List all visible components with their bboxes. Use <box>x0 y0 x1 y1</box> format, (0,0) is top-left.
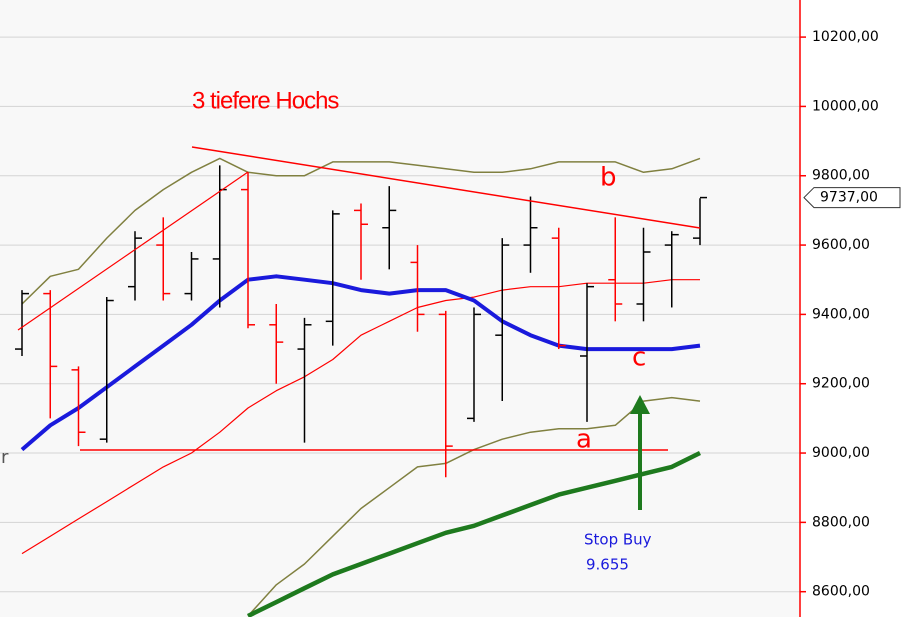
y-tick-label: 9000,00 <box>812 445 870 461</box>
indicator-line <box>247 450 701 617</box>
annotation: r <box>1 447 9 468</box>
y-tick-label: 9400,00 <box>812 306 870 322</box>
arrow-head <box>630 395 650 414</box>
last-price-box <box>803 187 901 209</box>
y-tick-label: 8600,00 <box>812 584 870 600</box>
annotation: c <box>632 343 646 373</box>
plot-area <box>0 0 800 617</box>
annotation: a <box>576 425 592 455</box>
y-tick-label: 9600,00 <box>812 237 870 253</box>
indicator-line <box>21 157 701 305</box>
annotation: 3 tiefere Hochs <box>192 87 339 114</box>
axis-area <box>800 0 920 617</box>
y-tick-label: 9800,00 <box>812 168 870 184</box>
y-tick-label: 10200,00 <box>812 29 879 45</box>
last-price-label: 9737,00 <box>820 190 878 206</box>
channel-line <box>17 171 249 331</box>
downtrend-line <box>191 146 701 229</box>
annotation: Stop Buy <box>584 531 652 549</box>
y-tick-label: 9200,00 <box>812 376 870 392</box>
annotation: b <box>600 163 617 193</box>
annotation: 9.655 <box>586 556 629 574</box>
y-tick-label: 10000,00 <box>812 98 879 114</box>
y-tick-label: 8800,00 <box>812 514 870 530</box>
